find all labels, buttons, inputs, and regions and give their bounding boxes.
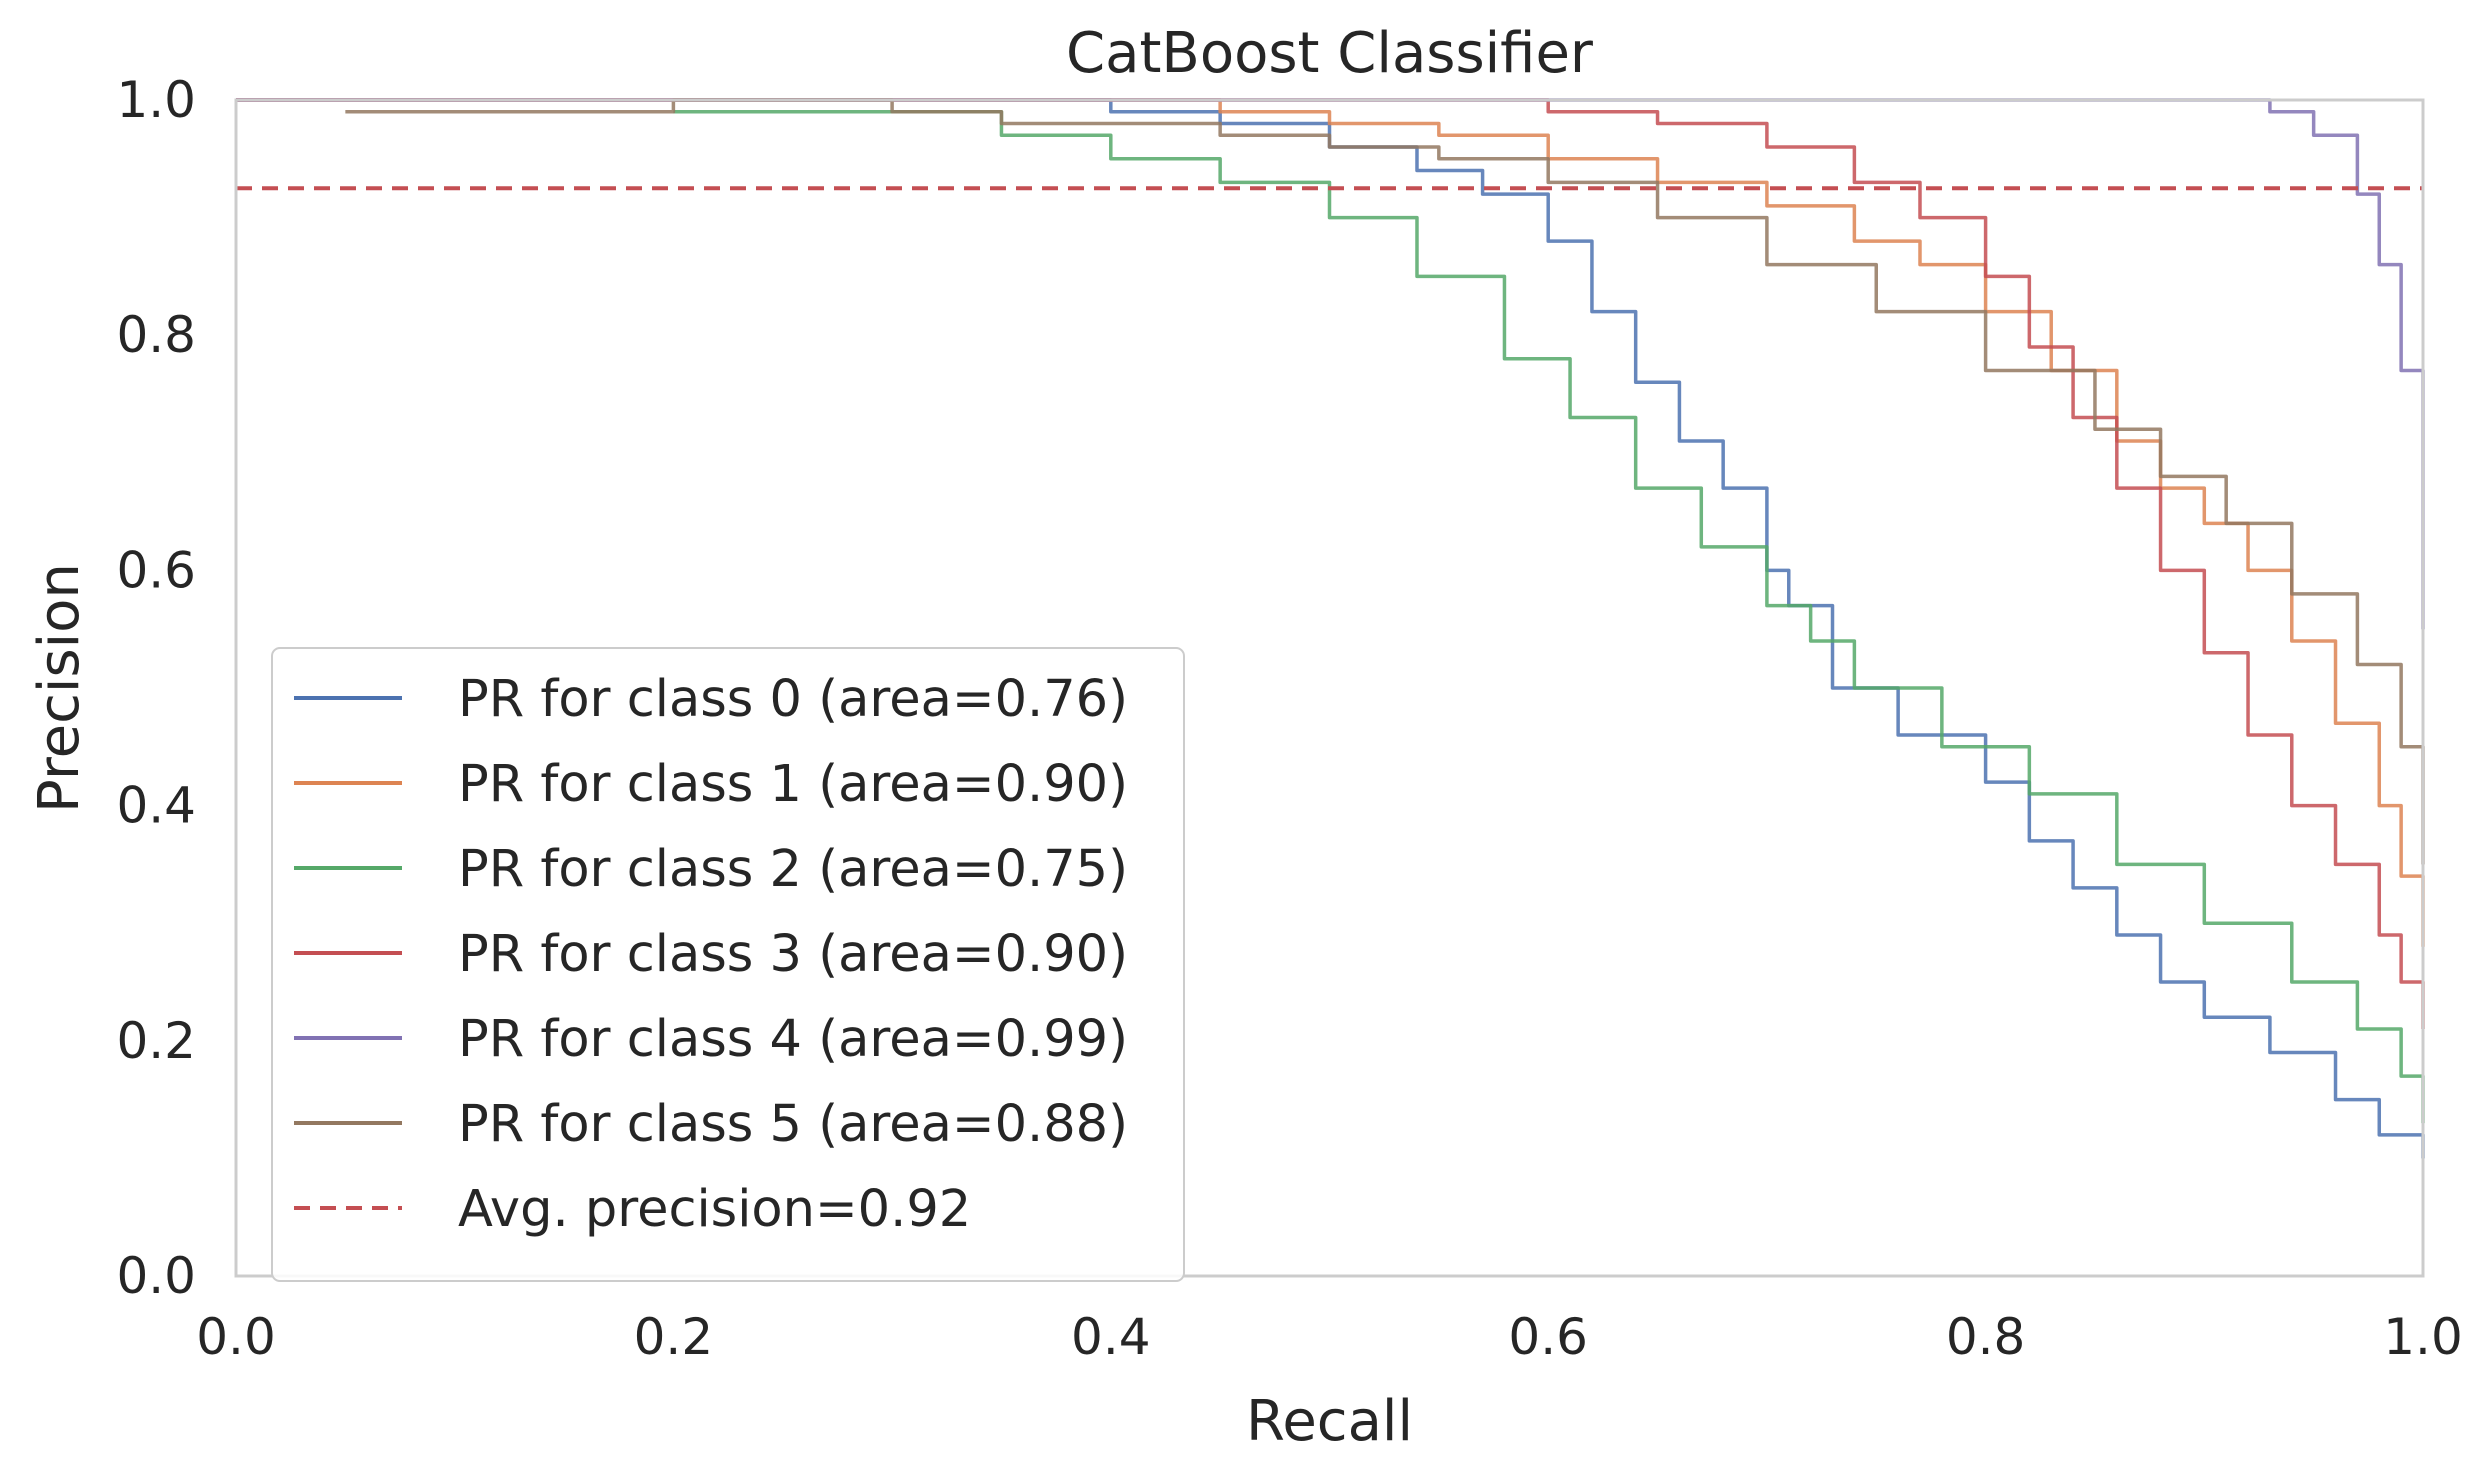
- legend-entry: PR for class 5 (area=0.88): [458, 1095, 1128, 1154]
- y-tick-label: 1.0: [116, 71, 196, 129]
- legend-entry: PR for class 0 (area=0.76): [458, 670, 1128, 729]
- y-tick-label: 0.2: [116, 1012, 196, 1070]
- x-axis-label: Recall: [1246, 1389, 1413, 1454]
- x-tick-label: 0.4: [1071, 1308, 1151, 1366]
- legend-entry: Avg. precision=0.92: [458, 1180, 971, 1239]
- plot-frame: [234, 98, 2425, 1278]
- y-tick-label: 0.8: [116, 306, 196, 364]
- series-line-5: [345, 98, 2425, 865]
- x-tick-label: 0.6: [1508, 1308, 1588, 1366]
- y-tick-label: 0.6: [116, 541, 196, 599]
- legend: PR for class 0 (area=0.76) PR for class 1…: [271, 647, 1185, 1282]
- legend-entry: PR for class 2 (area=0.75): [458, 840, 1128, 899]
- legend-entry: PR for class 1 (area=0.90): [458, 755, 1128, 814]
- y-axis-label: Precision: [27, 563, 92, 813]
- x-tick-label: 0.0: [196, 1308, 276, 1366]
- chart-title: CatBoost Classifier: [1066, 21, 1594, 86]
- series-line-0: [236, 98, 2425, 1159]
- series-line-2: [673, 110, 2425, 1124]
- ticks-layer: 0.0 0.2 0.4 0.6 0.8 1.0 0.0 0.2 0.4 0.6 0.8 1.0: [116, 71, 2462, 1366]
- y-tick-label: 0.0: [116, 1247, 196, 1305]
- legend-entry: PR for class 3 (area=0.90): [458, 925, 1128, 984]
- series-layer: [236, 98, 2425, 1159]
- y-tick-label: 0.4: [116, 777, 196, 835]
- legend-entry: PR for class 4 (area=0.99): [458, 1010, 1128, 1069]
- series-line-4: [236, 98, 2425, 630]
- x-tick-label: 0.2: [634, 1308, 714, 1366]
- series-line-1: [236, 98, 2425, 947]
- legend-box: [271, 647, 1185, 1282]
- x-tick-label: 0.8: [1946, 1308, 2026, 1366]
- x-tick-label: 1.0: [2383, 1308, 2463, 1366]
